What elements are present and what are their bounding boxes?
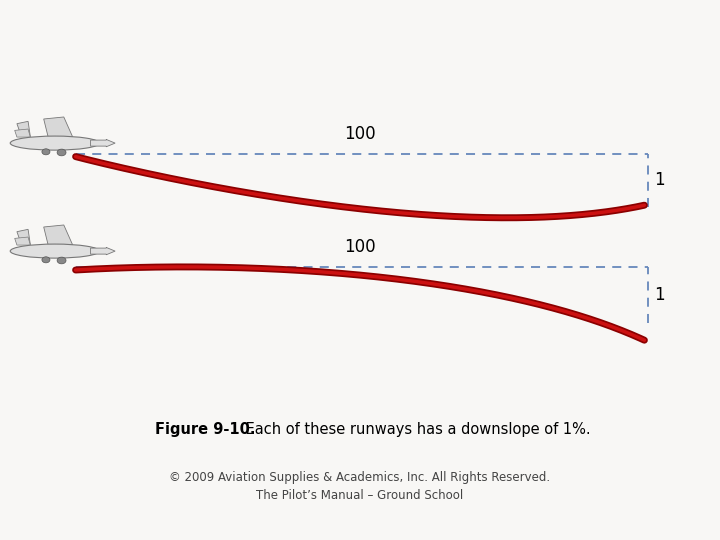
Polygon shape	[44, 225, 73, 245]
FancyArrow shape	[91, 139, 115, 147]
Polygon shape	[44, 117, 73, 137]
Ellipse shape	[10, 244, 99, 258]
Text: Figure 9-10.: Figure 9-10.	[155, 422, 256, 437]
Circle shape	[42, 257, 50, 263]
Text: 100: 100	[344, 239, 376, 256]
Polygon shape	[17, 122, 30, 137]
Text: © 2009 Aviation Supplies & Academics, Inc. All Rights Reserved.: © 2009 Aviation Supplies & Academics, In…	[169, 471, 551, 484]
Ellipse shape	[10, 136, 99, 150]
Polygon shape	[14, 129, 30, 137]
Text: 1: 1	[654, 171, 665, 190]
Polygon shape	[17, 230, 30, 245]
FancyArrow shape	[91, 247, 115, 255]
Circle shape	[57, 257, 66, 264]
Text: Each of these runways has a downslope of 1%.: Each of these runways has a downslope of…	[241, 422, 591, 437]
Text: 1: 1	[654, 286, 665, 305]
Circle shape	[42, 149, 50, 155]
Polygon shape	[14, 237, 30, 245]
Circle shape	[57, 149, 66, 156]
Text: The Pilot’s Manual – Ground School: The Pilot’s Manual – Ground School	[256, 489, 464, 502]
Text: 100: 100	[344, 125, 376, 143]
